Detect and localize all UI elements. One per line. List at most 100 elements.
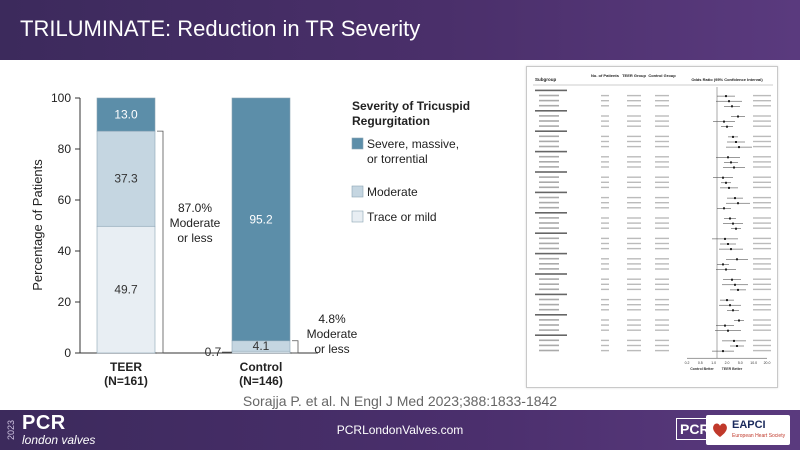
y-tick-label: 100 <box>51 91 71 105</box>
x-category-label: Control <box>240 360 283 374</box>
forest-row-control <box>655 196 669 199</box>
forest-point <box>727 156 729 159</box>
forest-favors-right: TEER Better <box>722 367 743 371</box>
forest-row-teer <box>627 222 641 224</box>
forest-row-n <box>601 329 609 331</box>
forest-point <box>724 237 726 240</box>
forest-row-or-text <box>753 140 771 143</box>
forest-row-control <box>655 105 669 107</box>
forest-row-teer <box>627 196 641 199</box>
forest-row-n <box>601 319 609 321</box>
y-tick-label: 20 <box>58 295 72 309</box>
forest-row-or-text <box>753 349 771 352</box>
forest-row-label <box>539 268 559 270</box>
footer-url-link[interactable]: PCRLondonValves.com <box>336 423 464 437</box>
forest-row-control <box>655 100 669 102</box>
forest-row-label <box>539 99 559 102</box>
forest-row-control <box>655 222 669 224</box>
forest-axis-tick: 10.0 <box>750 361 757 365</box>
teer-bracket <box>157 130 164 354</box>
forest-point <box>723 207 725 210</box>
forest-row-teer <box>627 181 641 183</box>
forest-plot-panel: Subgroup No. of Patients TEER Group Control… <box>526 66 778 388</box>
data-label: 49.7 <box>114 283 138 297</box>
forest-row-label <box>535 130 567 132</box>
forest-row-label <box>539 298 559 301</box>
forest-row-label <box>539 303 559 306</box>
forest-row-label <box>539 242 559 245</box>
forest-row-teer <box>627 94 641 97</box>
forest-row-label <box>535 252 567 255</box>
forest-axis-tick: 20.0 <box>764 361 771 365</box>
legend-label: Trace or mild <box>367 210 437 224</box>
forest-point <box>730 248 732 251</box>
bar-segment-trace-or-mild <box>96 225 156 354</box>
forest-point <box>733 339 735 342</box>
forest-row-label <box>539 155 559 158</box>
forest-row-or-text <box>753 242 771 245</box>
forest-point <box>737 115 739 118</box>
forest-point <box>725 181 727 184</box>
x-category-label: TEER <box>110 360 142 374</box>
forest-row-teer <box>627 217 641 219</box>
forest-point <box>736 345 738 347</box>
forest-row-control <box>655 319 669 321</box>
forest-row-control <box>655 227 669 229</box>
forest-row-control <box>655 145 669 148</box>
forest-row-or-text <box>753 145 771 148</box>
forest-point <box>722 263 724 266</box>
forest-row-n <box>601 125 609 127</box>
forest-row-teer <box>627 145 641 148</box>
forest-row-teer <box>627 298 641 301</box>
forest-row-or-text <box>753 288 771 291</box>
bar-segment-severe-massive-or-torrential <box>231 97 291 342</box>
y-axis-label: Percentage of Patients <box>30 159 45 291</box>
forest-row-teer <box>627 329 641 331</box>
forest-row-label <box>535 89 567 92</box>
heart-icon <box>713 423 727 437</box>
forest-row-n <box>601 298 609 301</box>
forest-row-control <box>655 120 669 122</box>
control-bracket <box>292 340 299 354</box>
forest-point <box>737 288 739 291</box>
forest-row-n <box>601 100 609 102</box>
forest-row-control <box>655 156 669 158</box>
forest-row-teer <box>627 140 641 143</box>
forest-row-label <box>539 339 559 342</box>
forest-point <box>733 166 735 169</box>
forest-row-or-text <box>753 227 771 229</box>
forest-row-n <box>601 263 609 265</box>
forest-row-control <box>655 344 669 347</box>
forest-row-or-text <box>753 94 771 97</box>
forest-row-control <box>655 207 669 209</box>
forest-row-teer <box>627 135 641 138</box>
forest-header-control: Control Group <box>648 73 676 78</box>
forest-point <box>736 258 738 261</box>
legend-label: Severe, massive, <box>367 137 459 151</box>
legend-label: Moderate <box>367 185 418 199</box>
forest-row-n <box>601 258 609 260</box>
forest-row-n <box>601 268 609 270</box>
y-tick-label: 60 <box>58 193 72 207</box>
forest-row-label <box>535 171 567 173</box>
forest-header-or: Odds Ratio (95% Confidence Interval) <box>691 77 763 82</box>
footer-brand-logo: PCR <box>22 412 66 434</box>
forest-row-or-text <box>753 339 771 342</box>
forest-row-control <box>655 288 669 291</box>
forest-row-control <box>655 166 669 168</box>
forest-axis-tick: 2.0 <box>725 361 730 365</box>
legend-swatch <box>351 185 364 198</box>
legend-swatch <box>351 137 364 150</box>
forest-point <box>734 283 736 286</box>
annotation-control: or less <box>314 342 349 356</box>
forest-row-control <box>655 135 669 138</box>
forest-row-or-text <box>753 207 771 209</box>
forest-row-label <box>539 186 559 189</box>
forest-row-label <box>539 227 559 229</box>
forest-row-n <box>601 135 609 138</box>
forest-row-n <box>601 304 609 306</box>
forest-row-control <box>655 349 669 352</box>
forest-row-label <box>539 115 559 117</box>
legend-label: or torrential <box>367 152 428 166</box>
annotation-teer: 87.0% <box>178 201 212 215</box>
